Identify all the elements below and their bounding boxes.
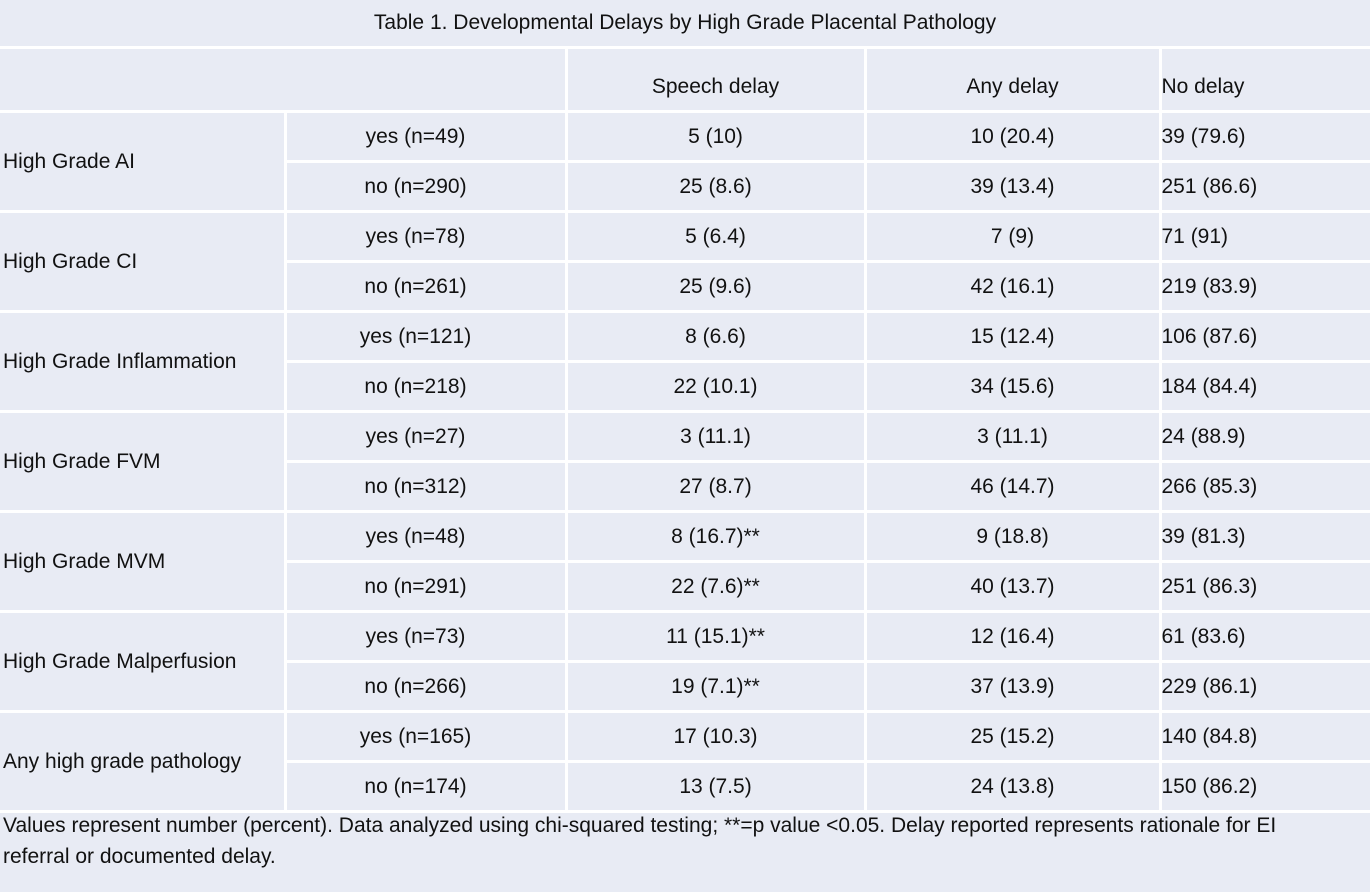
delays-table: Table 1. Developmental Delays by High Gr… (0, 0, 1370, 813)
group-label: High Grade Inflammation (0, 310, 287, 413)
table-row: no (n=312) 27 (8.7) 46 (14.7) 266 (85.3) (0, 460, 1370, 513)
header-empty-cell (0, 46, 568, 113)
table-row: High Grade CI yes (n=78) 5 (6.4) 7 (9) 71 (9… (0, 210, 1370, 313)
speech-delay-cell: 22 (7.6)** (564, 560, 867, 613)
group-label: High Grade CI (0, 210, 287, 313)
row-label: yes (n=78) (283, 210, 568, 263)
row-label: no (n=266) (283, 660, 568, 713)
speech-delay-cell: 8 (16.7)** (564, 510, 867, 563)
speech-delay-cell: 22 (10.1) (564, 360, 867, 413)
no-delay-cell: 61 (83.6) (1158, 610, 1370, 663)
group-label: High Grade AI (0, 110, 287, 213)
table-row: High Grade Inflammation yes (n=121) 8 (6.6… (0, 310, 1370, 413)
header-no-delay: No delay (1158, 46, 1370, 113)
row-label: no (n=291) (283, 560, 568, 613)
no-delay-cell: 251 (86.6) (1158, 160, 1370, 213)
header-speech-delay: Speech delay (564, 46, 867, 113)
no-delay-cell: 219 (83.9) (1158, 260, 1370, 313)
no-delay-cell: 24 (88.9) (1158, 410, 1370, 463)
any-delay-cell: 12 (16.4) (863, 610, 1162, 663)
no-delay-cell: 229 (86.1) (1158, 660, 1370, 713)
table-row: High Grade Malperfusion yes (n=73) 11 (15.… (0, 610, 1370, 713)
no-delay-cell: 106 (87.6) (1158, 310, 1370, 363)
any-delay-cell: 7 (9) (863, 210, 1162, 263)
row-label: no (n=218) (283, 360, 568, 413)
table-row: High Grade AI yes (n=49) 5 (10) 10 (20.4) 39… (0, 110, 1370, 213)
row-label: yes (n=27) (283, 410, 568, 463)
speech-delay-cell: 13 (7.5) (564, 760, 867, 813)
row-label: yes (n=49) (283, 110, 568, 163)
group-label: High Grade FVM (0, 410, 287, 513)
row-label: no (n=174) (283, 760, 568, 813)
no-delay-cell: 266 (85.3) (1158, 460, 1370, 513)
table-row: High Grade FVM yes (n=27) 3 (11.1) 3 (11.1)… (0, 410, 1370, 513)
any-delay-cell: 46 (14.7) (863, 460, 1162, 513)
speech-delay-cell: 19 (7.1)** (564, 660, 867, 713)
group-label: High Grade MVM (0, 510, 287, 613)
table-row: no (n=174) 13 (7.5) 24 (13.8) 150 (86.2) (0, 760, 1370, 813)
row-label: yes (n=48) (283, 510, 568, 563)
speech-delay-cell: 5 (10) (564, 110, 867, 163)
table-title: Table 1. Developmental Delays by High Gr… (0, 0, 1370, 49)
speech-delay-cell: 27 (8.7) (564, 460, 867, 513)
table-row: no (n=290) 25 (8.6) 39 (13.4) 251 (86.6) (0, 160, 1370, 213)
table-row: no (n=291) 22 (7.6)** 40 (13.7) 251 (86.3) (0, 560, 1370, 613)
any-delay-cell: 10 (20.4) (863, 110, 1162, 163)
no-delay-cell: 184 (84.4) (1158, 360, 1370, 413)
table-row: Any high grade pathology yes (n=165) 17 (1… (0, 710, 1370, 813)
any-delay-cell: 40 (13.7) (863, 560, 1162, 613)
row-label: no (n=290) (283, 160, 568, 213)
speech-delay-cell: 17 (10.3) (564, 710, 867, 763)
table-title-row: Table 1. Developmental Delays by High Gr… (0, 0, 1370, 49)
speech-delay-cell: 8 (6.6) (564, 310, 867, 363)
group-label: Any high grade pathology (0, 710, 287, 813)
footnote: Values represent number (percent). Data … (3, 814, 1277, 868)
row-label: yes (n=121) (283, 310, 568, 363)
table-row: no (n=218) 22 (10.1) 34 (15.6) 184 (84.4) (0, 360, 1370, 413)
any-delay-cell: 25 (15.2) (863, 710, 1162, 763)
no-delay-cell: 39 (79.6) (1158, 110, 1370, 163)
speech-delay-cell: 3 (11.1) (564, 410, 867, 463)
any-delay-cell: 3 (11.1) (863, 410, 1162, 463)
any-delay-cell: 42 (16.1) (863, 260, 1162, 313)
no-delay-cell: 71 (91) (1158, 210, 1370, 263)
header-any-delay: Any delay (863, 46, 1162, 113)
any-delay-cell: 9 (18.8) (863, 510, 1162, 563)
any-delay-cell: 39 (13.4) (863, 160, 1162, 213)
speech-delay-cell: 25 (9.6) (564, 260, 867, 313)
no-delay-cell: 140 (84.8) (1158, 710, 1370, 763)
header-row: Speech delay Any delay No delay (0, 46, 1370, 113)
any-delay-cell: 24 (13.8) (863, 760, 1162, 813)
row-label: no (n=261) (283, 260, 568, 313)
table-row: no (n=261) 25 (9.6) 42 (16.1) 219 (83.9) (0, 260, 1370, 313)
row-label: no (n=312) (283, 460, 568, 513)
no-delay-cell: 39 (81.3) (1158, 510, 1370, 563)
row-label: yes (n=165) (283, 710, 568, 763)
any-delay-cell: 15 (12.4) (863, 310, 1162, 363)
speech-delay-cell: 11 (15.1)** (564, 610, 867, 663)
speech-delay-cell: 25 (8.6) (564, 160, 867, 213)
speech-delay-cell: 5 (6.4) (564, 210, 867, 263)
row-label: yes (n=73) (283, 610, 568, 663)
no-delay-cell: 251 (86.3) (1158, 560, 1370, 613)
any-delay-cell: 37 (13.9) (863, 660, 1162, 713)
table-row: no (n=266) 19 (7.1)** 37 (13.9) 229 (86.1) (0, 660, 1370, 713)
table-row: High Grade MVM yes (n=48) 8 (16.7)** 9 (18.… (0, 510, 1370, 613)
no-delay-cell: 150 (86.2) (1158, 760, 1370, 813)
group-label: High Grade Malperfusion (0, 610, 287, 713)
any-delay-cell: 34 (15.6) (863, 360, 1162, 413)
